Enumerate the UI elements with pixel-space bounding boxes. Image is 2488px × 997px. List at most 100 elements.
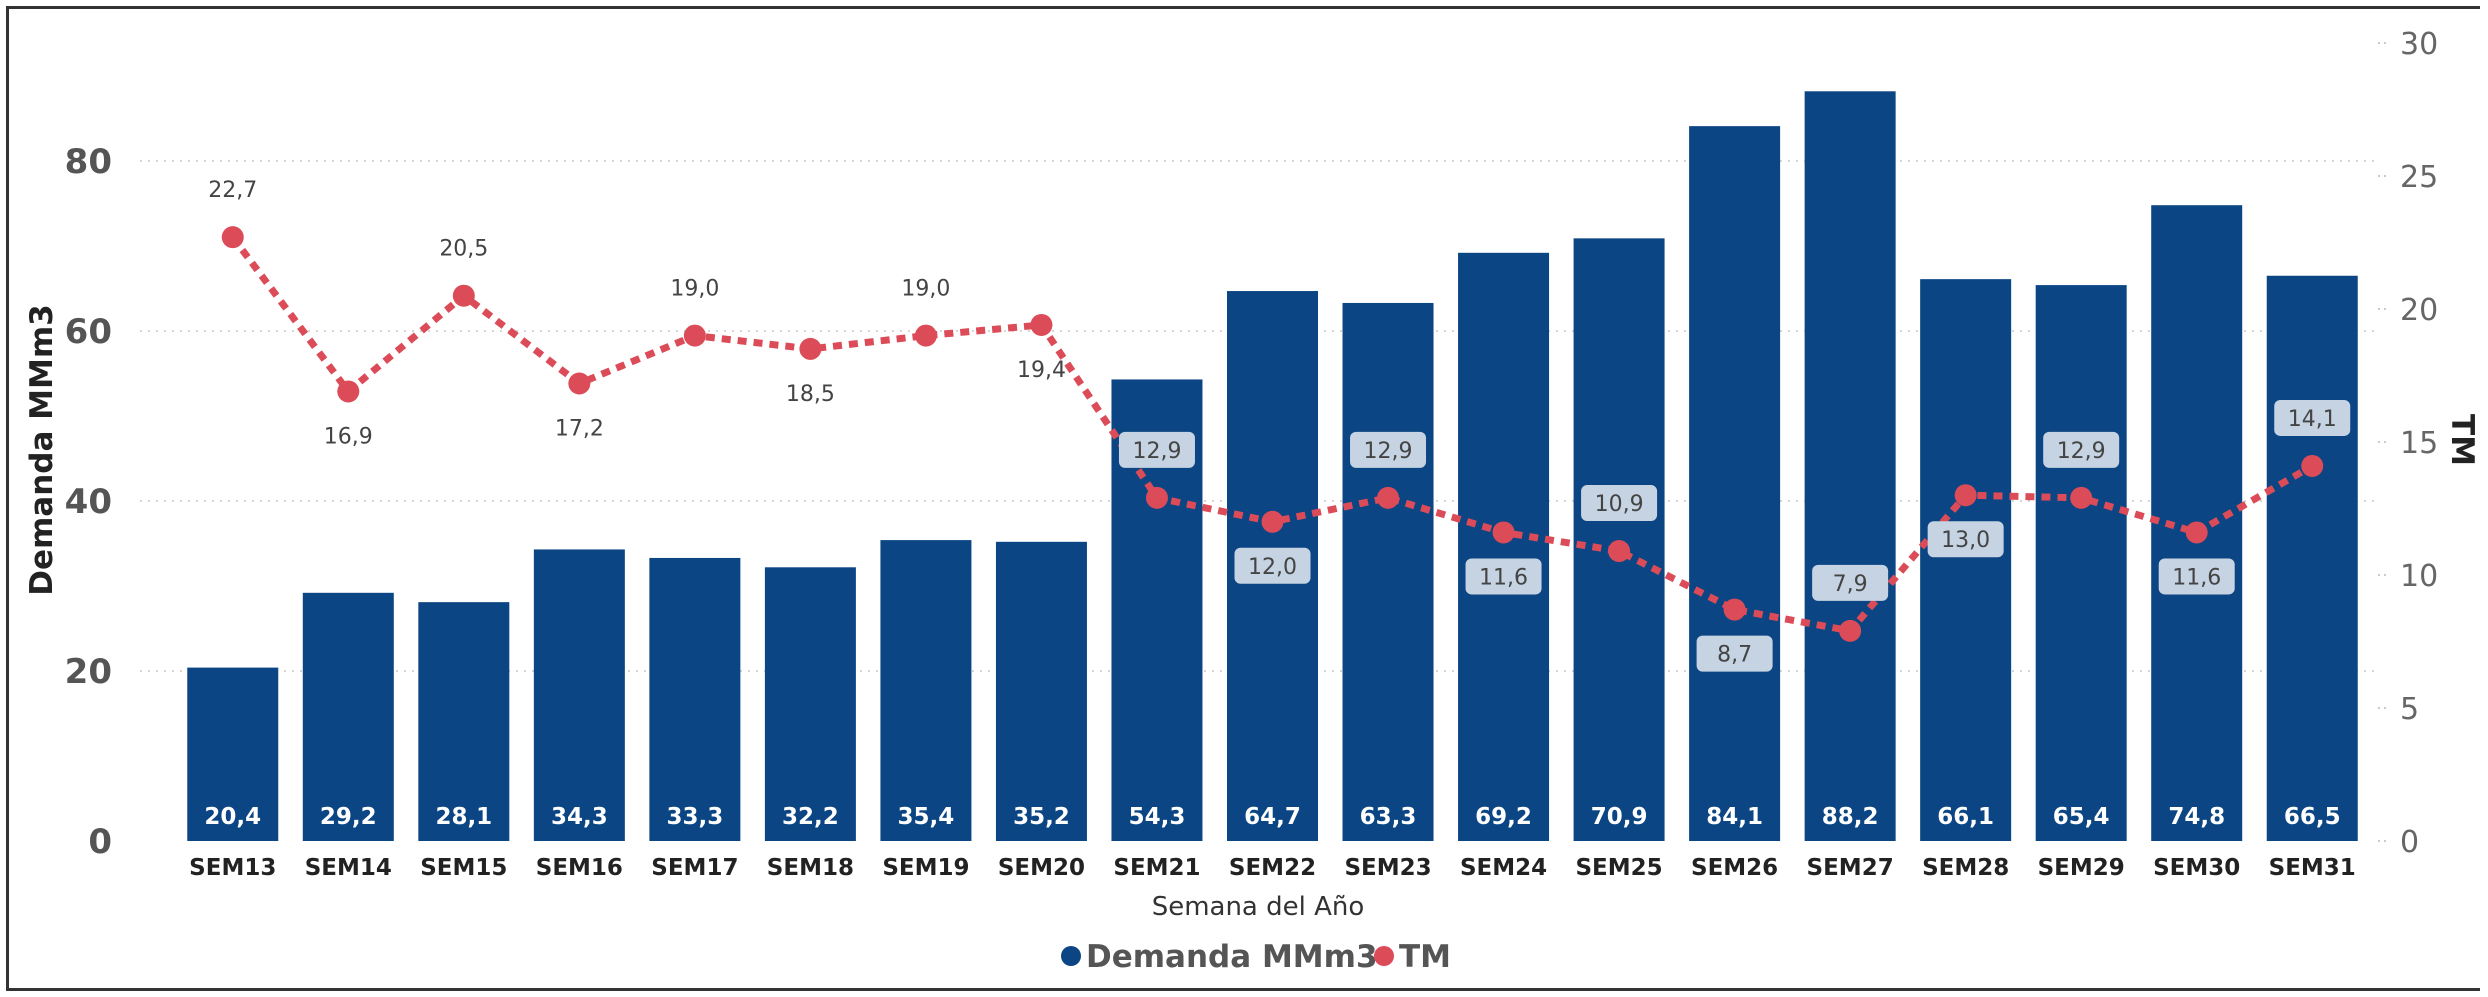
bar-value-label: 88,2 [1822, 804, 1879, 830]
tm-point-sem19[interactable] [914, 324, 937, 347]
tm-point-sem30[interactable] [2185, 521, 2208, 544]
bar-value-label: 64,7 [1244, 804, 1301, 830]
bar-value-label: 32,2 [782, 804, 839, 830]
y2-tick-label: 5 [2400, 692, 2419, 727]
x-tick-label: SEM18 [767, 855, 854, 881]
bar-value-label: 65,4 [2053, 804, 2110, 830]
legend-marker-tm [1374, 946, 1394, 966]
bar-sem19[interactable] [880, 540, 972, 841]
tm-label-background [2043, 431, 2120, 468]
tm-point-sem29[interactable] [2070, 486, 2093, 509]
chart-frame [6, 6, 2480, 991]
x-tick-label: SEM21 [1113, 855, 1200, 881]
y2-tick-label: 15 [2400, 426, 2438, 461]
bar-sem27[interactable] [1804, 91, 1896, 842]
bar-sem17[interactable] [649, 557, 741, 841]
tm-value-label: 19,0 [670, 277, 719, 302]
bar-sem18[interactable] [764, 567, 856, 841]
x-tick-label: SEM15 [420, 855, 507, 881]
bar-sem15[interactable] [418, 602, 510, 841]
bar-value-label: 66,1 [1937, 804, 1994, 830]
data-labels: 20,4 29,2 28,1 34,3 33,3 32,2 35,4 35,2 54,3 64,7… [204, 178, 2351, 830]
bar-value-label: 70,9 [1591, 804, 1648, 830]
bar-value-label: 66,5 [2284, 804, 2341, 830]
tm-point-sem24[interactable] [1492, 521, 1515, 544]
tm-value-label: 12,9 [2057, 439, 2106, 464]
tm-point-sem22[interactable] [1261, 510, 1284, 533]
tm-point-sem17[interactable] [683, 324, 706, 347]
legend[interactable]: Demanda MMm3 TM [1061, 939, 1451, 975]
tm-point-sem14[interactable] [337, 380, 360, 403]
tm-point-sem13[interactable] [221, 226, 244, 249]
tm-point-sem20[interactable] [1030, 313, 1053, 336]
bar-value-label: 35,2 [1013, 804, 1070, 830]
y-tick-label: 0 [88, 822, 112, 862]
tm-value-label: 18,5 [786, 382, 835, 407]
bar-sem13[interactable] [187, 667, 279, 841]
tm-value-label: 10,9 [1595, 492, 1644, 517]
y2-tick-label: 25 [2400, 160, 2438, 195]
x-tick-label: SEM20 [998, 855, 1085, 881]
tm-value-label: 19,4 [1017, 358, 1066, 383]
tm-value-label: 14,1 [2288, 407, 2337, 432]
tm-value-label: 16,9 [324, 424, 373, 449]
bar-value-label: 84,1 [1706, 804, 1763, 830]
tm-value-label: 13,0 [1941, 528, 1990, 553]
tm-point-sem23[interactable] [1377, 486, 1400, 509]
y2-tick-label: 20 [2400, 293, 2438, 328]
bar-value-label: 20,4 [204, 804, 261, 830]
bar-sem14[interactable] [302, 592, 394, 841]
bar-sem24[interactable] [1458, 252, 1550, 842]
y2-tick-label: 0 [2400, 825, 2419, 860]
y-tick-label: 60 [65, 312, 112, 352]
x-tick-label: SEM30 [2153, 855, 2240, 881]
tm-value-label: 11,6 [2172, 565, 2221, 590]
bar-sem16[interactable] [533, 549, 625, 841]
y-tick-label: 80 [65, 142, 112, 182]
x-tick-label: SEM19 [882, 855, 969, 881]
x-tick-label: SEM29 [2038, 855, 2125, 881]
x-tick-label: SEM24 [1460, 855, 1547, 881]
bar-value-label: 33,3 [666, 804, 723, 830]
bar-sem20[interactable] [995, 541, 1087, 841]
bar-sem28[interactable] [1920, 279, 2012, 841]
tm-value-label: 12,0 [1248, 555, 1297, 580]
tm-point-sem25[interactable] [1608, 540, 1631, 563]
tm-value-label: 12,9 [1132, 439, 1181, 464]
bar-sem25[interactable] [1573, 238, 1665, 842]
tm-label-background [2274, 399, 2351, 436]
tm-value-label: 7,9 [1833, 572, 1868, 597]
tm-label-background [2158, 558, 2235, 595]
axes: 0 20 40 60 80 0 5 10 15 20 25 30 SEM13 SEM14 SEM15 SEM1… [65, 27, 2439, 881]
legend-label-demanda: Demanda MMm3 [1086, 939, 1378, 975]
tm-label-background [1465, 558, 1542, 595]
tm-point-sem21[interactable] [1145, 486, 1168, 509]
tm-point-sem16[interactable] [568, 372, 591, 395]
x-tick-label: SEM25 [1575, 855, 1662, 881]
bar-value-label: 28,1 [435, 804, 492, 830]
x-tick-label: SEM13 [189, 855, 276, 881]
tm-label-background [1350, 431, 1427, 468]
tm-point-sem31[interactable] [2301, 454, 2324, 477]
bar-value-label: 34,3 [551, 804, 608, 830]
tm-point-sem18[interactable] [799, 337, 822, 360]
tm-value-label: 19,0 [901, 277, 950, 302]
bar-value-label: 74,8 [2168, 804, 2225, 830]
bar-sem23[interactable] [1342, 302, 1434, 841]
bar-sem31[interactable] [2266, 275, 2358, 841]
bar-sem26[interactable] [1689, 126, 1781, 841]
line-series [221, 226, 2324, 642]
x-tick-label: SEM17 [651, 855, 738, 881]
x-tick-label: SEM26 [1691, 855, 1778, 881]
tm-point-sem15[interactable] [452, 284, 475, 307]
y-axis-title: Demanda MMm3 [24, 304, 60, 596]
tm-point-sem28[interactable] [1954, 484, 1977, 507]
bar-value-label: 54,3 [1129, 804, 1186, 830]
tm-value-label: 17,2 [555, 416, 604, 441]
bar-value-label: 35,4 [898, 804, 955, 830]
tm-point-sem26[interactable] [1723, 598, 1746, 621]
tm-value-label: 12,9 [1364, 439, 1413, 464]
bar-sem29[interactable] [2035, 285, 2127, 842]
tm-label-background [1234, 547, 1311, 584]
tm-point-sem27[interactable] [1839, 619, 1862, 642]
